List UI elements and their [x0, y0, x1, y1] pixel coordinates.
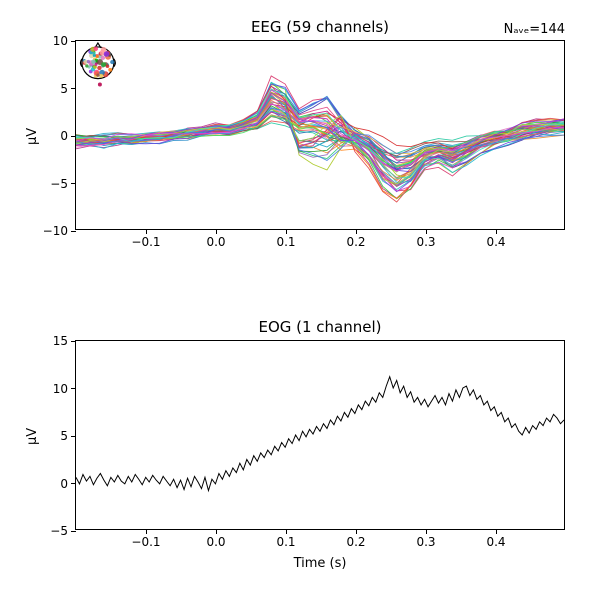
x-tick-label: 0.2 [346, 235, 365, 249]
y-tick-label: 0 [60, 477, 68, 491]
y-tick-label: 10 [53, 382, 68, 396]
x-tick-label: 0.0 [206, 535, 225, 549]
y-axis-label: µV [25, 428, 40, 445]
y-tick-label: 10 [53, 34, 68, 48]
x-tick-label: 0.2 [346, 535, 365, 549]
y-tick-label: −10 [43, 224, 68, 238]
panel-eeg: −0.10.00.10.20.30.4−10−50510 [75, 40, 565, 230]
plot-svg [76, 341, 564, 529]
y-tick-label: −5 [50, 177, 68, 191]
x-tick-label: 0.3 [416, 535, 435, 549]
x-tick-label: 0.1 [276, 535, 295, 549]
y-tick-label: 5 [60, 429, 68, 443]
y-tick-label: 5 [60, 82, 68, 96]
y-axis-label: µV [25, 128, 40, 145]
x-tick-label: 0.0 [206, 235, 225, 249]
panel-title: EOG (1 channel) [75, 318, 565, 336]
nave-annotation: Nₐᵥₑ=144 [504, 22, 565, 37]
y-tick-label: 15 [53, 334, 68, 348]
topomap-icon [80, 43, 115, 87]
x-tick-label: 0.1 [276, 235, 295, 249]
y-tick-label: −5 [50, 524, 68, 538]
eog-channel-line [76, 377, 564, 491]
panel-eog: −0.10.00.10.20.30.4−5051015 [75, 340, 565, 530]
figure: −0.10.00.10.20.30.4−10−50510EEG (59 chan… [0, 0, 600, 600]
x-tick-label: 0.3 [416, 235, 435, 249]
x-tick-label: −0.1 [131, 535, 160, 549]
x-tick-label: −0.1 [131, 235, 160, 249]
plot-svg [76, 41, 564, 229]
x-tick-label: 0.4 [486, 535, 505, 549]
y-tick-label: 0 [60, 129, 68, 143]
panel-title: EEG (59 channels) [75, 18, 565, 36]
x-axis-label: Time (s) [75, 556, 565, 571]
x-tick-label: 0.4 [486, 235, 505, 249]
